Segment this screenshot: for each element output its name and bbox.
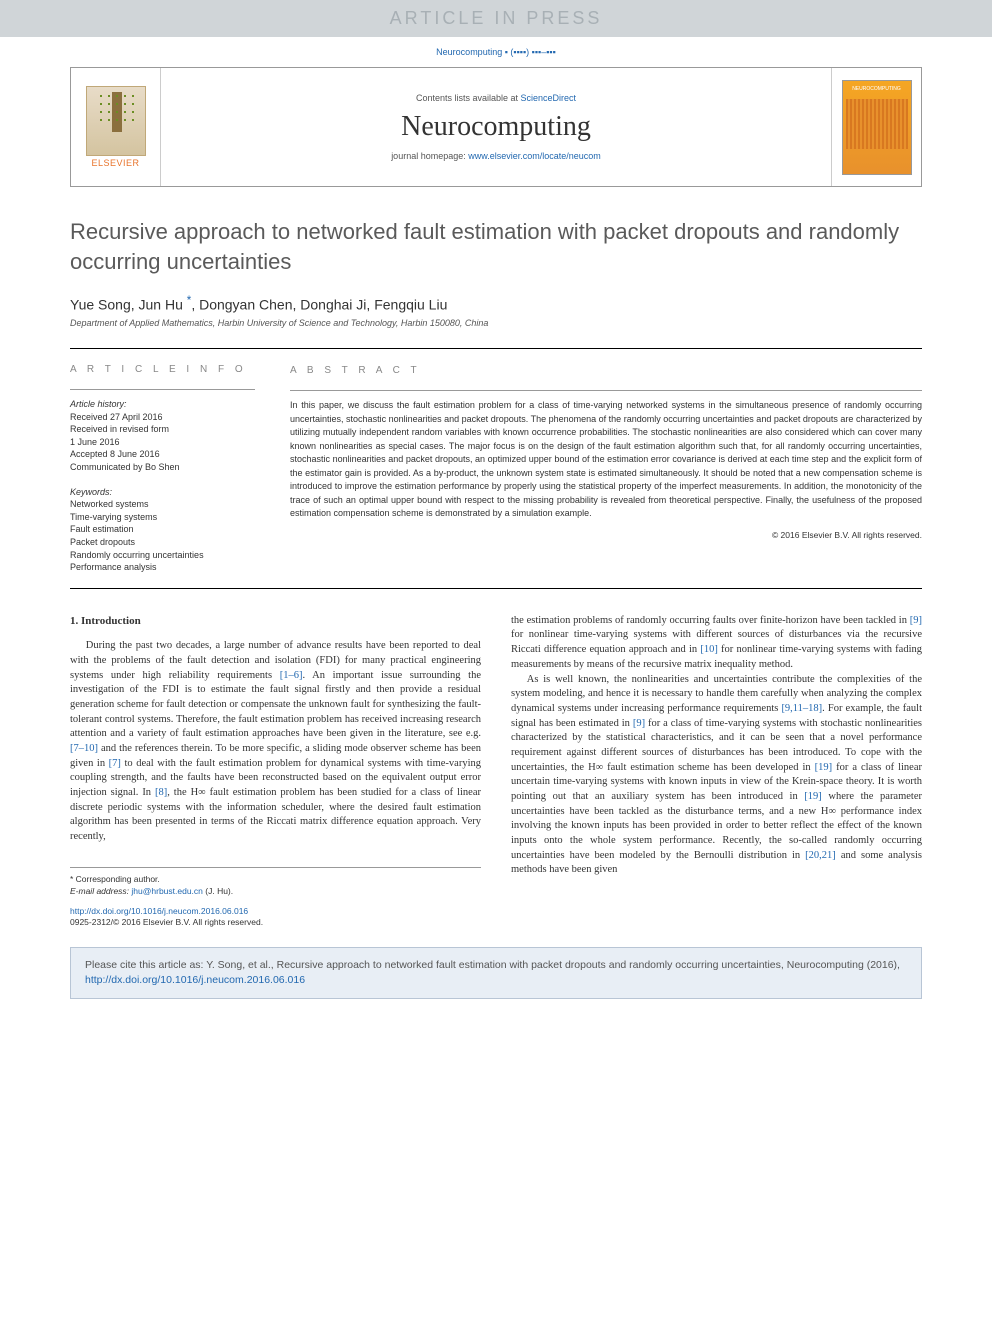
citation-link[interactable]: [20,21]	[805, 850, 836, 861]
citation-link[interactable]: [10]	[700, 644, 718, 655]
footer-references: * Corresponding author. E-mail address: …	[70, 867, 481, 930]
email-link[interactable]: jhu@hrbust.edu.cn	[131, 886, 202, 896]
email-line: E-mail address: jhu@hrbust.edu.cn (J. Hu…	[70, 886, 481, 898]
citation-link[interactable]: [9]	[633, 718, 645, 729]
citation-link[interactable]: [1–6]	[280, 670, 303, 681]
citation-text: Please cite this article as: Y. Song, et…	[85, 959, 900, 971]
journal-cover-panel	[831, 68, 921, 186]
homepage-prefix: journal homepage:	[391, 151, 468, 161]
homepage-link[interactable]: www.elsevier.com/locate/neucom	[468, 151, 601, 161]
header-center: Contents lists available at ScienceDirec…	[161, 68, 831, 186]
citation-link[interactable]: [7]	[109, 758, 121, 769]
citation-link[interactable]: [19]	[815, 762, 833, 773]
info-abstract-row: A R T I C L E I N F O Article history: R…	[70, 348, 922, 589]
issn-copyright: 0925-2312/© 2016 Elsevier B.V. All right…	[70, 917, 481, 929]
journal-header-box: ELSEVIER Contents lists available at Sci…	[70, 67, 922, 187]
main-content: Recursive approach to networked fault es…	[0, 187, 992, 929]
article-in-press-banner: ARTICLE IN PRESS	[0, 0, 992, 37]
body-paragraph: As is well known, the nonlinearities and…	[511, 673, 922, 879]
doi-link[interactable]: http://dx.doi.org/10.1016/j.neucom.2016.…	[70, 906, 248, 916]
citation-link[interactable]: [7–10]	[70, 743, 98, 754]
body-paragraph: During the past two decades, a large num…	[70, 639, 481, 845]
abstract-heading: A B S T R A C T	[290, 363, 922, 378]
citation-doi-link[interactable]: http://dx.doi.org/10.1016/j.neucom.2016.…	[85, 974, 305, 986]
article-title: Recursive approach to networked fault es…	[70, 217, 922, 276]
contents-line: Contents lists available at ScienceDirec…	[171, 93, 821, 103]
sciencedirect-link[interactable]: ScienceDirect	[521, 93, 577, 103]
body-column-left: 1. Introduction During the past two deca…	[70, 614, 481, 930]
citation-link[interactable]: [9,11–18]	[781, 703, 822, 714]
corresponding-author-note: * Corresponding author.	[70, 874, 481, 886]
page-container: ARTICLE IN PRESS Neurocomputing ▪ (▪▪▪▪)…	[0, 0, 992, 1323]
homepage-line: journal homepage: www.elsevier.com/locat…	[171, 151, 821, 161]
journal-cover-thumbnail	[842, 80, 912, 175]
article-info-column: A R T I C L E I N F O Article history: R…	[70, 349, 270, 588]
elsevier-tree-icon	[86, 86, 146, 156]
body-paragraph: the estimation problems of randomly occu…	[511, 614, 922, 673]
abstract-text: In this paper, we discuss the fault esti…	[290, 390, 922, 521]
abstract-column: A B S T R A C T In this paper, we discus…	[270, 349, 922, 588]
affiliation: Department of Applied Mathematics, Harbi…	[70, 318, 922, 328]
citation-link[interactable]: [8]	[155, 787, 167, 798]
email-suffix: (J. Hu).	[203, 886, 233, 896]
elsevier-logo: ELSEVIER	[71, 68, 161, 186]
journal-reference-line: Neurocomputing ▪ (▪▪▪▪) ▪▪▪–▪▪▪	[0, 37, 992, 67]
authors-line: Yue Song, Jun Hu *, Dongyan Chen, Dongha…	[70, 294, 922, 313]
citation-box: Please cite this article as: Y. Song, et…	[70, 947, 922, 998]
body-column-right: the estimation problems of randomly occu…	[511, 614, 922, 930]
history-block: Article history: Received 27 April 2016R…	[70, 389, 255, 474]
body-text: the estimation problems of randomly occu…	[511, 615, 910, 626]
body-columns: 1. Introduction During the past two deca…	[70, 614, 922, 930]
keywords-list: Networked systemsTime-varying systemsFau…	[70, 498, 255, 574]
email-label: E-mail address:	[70, 886, 131, 896]
section-heading-intro: 1. Introduction	[70, 614, 481, 629]
abstract-copyright: © 2016 Elsevier B.V. All rights reserved…	[290, 529, 922, 542]
keywords-label: Keywords:	[70, 486, 255, 499]
citation-link[interactable]: [9]	[910, 615, 922, 626]
contents-prefix: Contents lists available at	[416, 93, 521, 103]
citation-link[interactable]: [19]	[804, 791, 822, 802]
history-list: Received 27 April 2016Received in revise…	[70, 411, 255, 474]
keywords-block: Keywords: Networked systemsTime-varying …	[70, 486, 255, 574]
elsevier-text: ELSEVIER	[91, 158, 139, 168]
journal-name: Neurocomputing	[171, 111, 821, 143]
article-info-heading: A R T I C L E I N F O	[70, 363, 255, 377]
history-label: Article history:	[70, 398, 255, 411]
